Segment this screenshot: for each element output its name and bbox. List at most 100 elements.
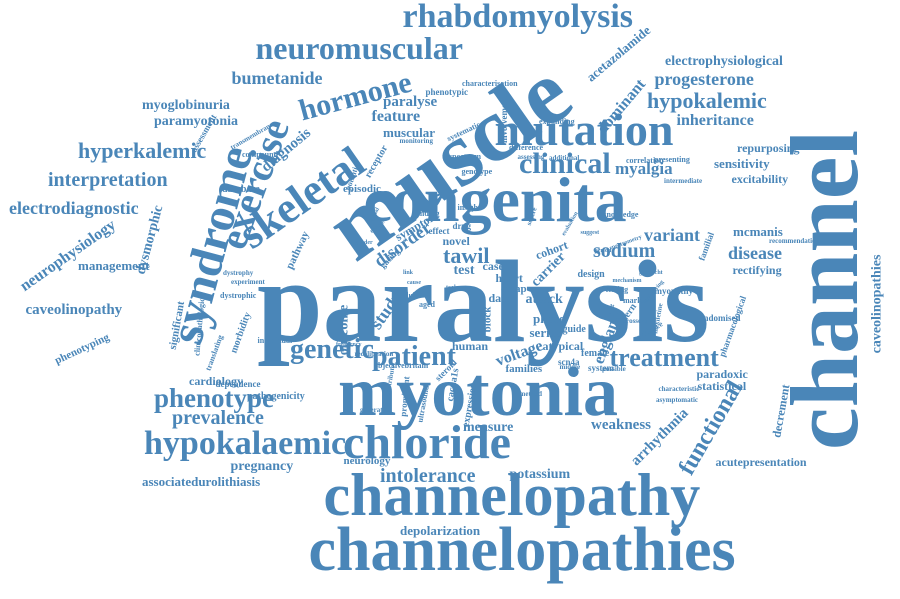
word-126: compound — [242, 151, 278, 159]
word-138: recommendation — [769, 238, 819, 245]
word-175: tool — [446, 285, 456, 291]
word-157: testing — [606, 286, 629, 294]
word-51: excitability — [732, 173, 789, 185]
word-166: result — [598, 304, 615, 311]
word-50: sensitivity — [714, 157, 770, 170]
word-113: involvement — [500, 96, 509, 143]
word-67: statistical — [698, 380, 747, 392]
word-78: novel — [443, 235, 470, 247]
word-125: monitoring — [400, 138, 433, 145]
word-91: guide — [563, 325, 586, 335]
word-23: interpretation — [48, 170, 168, 190]
word-13: neuromuscular — [256, 32, 463, 64]
word-109: individual — [258, 337, 293, 345]
word-121: additional — [549, 155, 579, 162]
word-131: drug — [453, 222, 472, 231]
word-160: intermediate — [664, 178, 702, 185]
word-107: dependence — [216, 380, 261, 389]
word-61: associatedurolithiasis — [142, 475, 260, 488]
word-92: design — [578, 270, 605, 280]
word-172: gender — [355, 240, 373, 246]
word-115: spectrum — [449, 153, 481, 161]
word-152: experiment — [231, 279, 265, 286]
word-87: human — [452, 340, 488, 352]
word-129: insight — [458, 204, 481, 212]
word-122: genotype — [462, 168, 493, 176]
word-58: potassium — [510, 468, 571, 482]
word-159: knowledge — [602, 211, 638, 219]
word-163: mechanism — [613, 278, 642, 284]
word-38: neurophysiology — [17, 217, 118, 295]
word-30: variant — [644, 226, 700, 244]
word-63: neurology — [344, 456, 391, 467]
word-82: phase — [533, 312, 565, 325]
word-36: caveolinopathy — [26, 303, 123, 318]
word-65: pathogenicity — [247, 392, 305, 402]
word-46: inheritance — [677, 113, 754, 129]
word-42: feature — [372, 109, 421, 125]
word-43: paralyse — [383, 95, 437, 110]
word-167: period — [595, 248, 612, 254]
word-57: weakness — [591, 418, 651, 433]
word-174: cause — [407, 280, 421, 286]
word-25: hypokalemic — [647, 90, 767, 112]
word-22: hyperkalemic — [78, 140, 206, 162]
word-24: electrodiagnostic — [9, 199, 139, 217]
word-99: dystrophic — [220, 292, 256, 300]
word-69: acutepresentation — [716, 456, 807, 468]
word-143: recalibration — [355, 351, 394, 358]
word-12: rhabdomyolysis — [403, 0, 634, 34]
word-130: effect — [429, 227, 450, 236]
word-94: female — [581, 349, 609, 359]
word-83: series — [530, 326, 561, 339]
word-33: bumetanide — [232, 69, 323, 87]
word-6: channelopathies — [309, 519, 736, 581]
word-128: finding — [415, 210, 439, 218]
word-108: morbidity — [229, 311, 253, 355]
word-37: caveolinopathies — [870, 255, 884, 354]
word-81: attack — [526, 293, 563, 307]
word-1: channel — [777, 130, 873, 450]
word-76: phenotyping — [53, 332, 111, 367]
word-120: assessing — [518, 154, 545, 161]
word-97: pharmacological — [718, 294, 748, 357]
word-145: generation — [360, 407, 392, 414]
word-77: test — [454, 264, 475, 278]
word-16: hypokalaemic — [144, 427, 346, 461]
word-142: objectivebritain — [374, 362, 428, 370]
word-31: intolerance — [380, 466, 476, 486]
word-84: atypical — [543, 340, 584, 352]
word-118: presenting — [654, 156, 690, 164]
word-148: method — [520, 391, 543, 398]
word-34: myoglobinuria — [142, 99, 230, 113]
word-52: repurposing — [737, 142, 799, 154]
word-161: globalcht — [639, 270, 663, 276]
word-35: paramyotonia — [154, 115, 238, 129]
word-62: depolarization — [400, 524, 480, 537]
word-168: suggest — [581, 230, 600, 236]
word-111: phenotypic — [426, 88, 469, 97]
word-173: link — [403, 270, 413, 276]
word-134: adult — [400, 292, 418, 300]
word-90: cmap — [501, 284, 527, 295]
word-149: possible — [602, 366, 626, 373]
word-158: middle — [560, 364, 581, 371]
word-85: block — [482, 306, 493, 332]
word-112: characterisation — [462, 80, 518, 88]
word-32: prevalence — [172, 408, 264, 428]
word-47: electrophysiological — [665, 55, 783, 69]
word-119: expanding — [539, 118, 575, 126]
word-100: database — [222, 185, 260, 195]
word-29: disease — [728, 244, 782, 262]
word-133: aged — [419, 301, 435, 309]
word-139: characteristic — [659, 386, 700, 393]
word-116: difference — [509, 144, 543, 152]
word-74: families — [506, 364, 543, 375]
word-140: asymptomatic — [656, 397, 698, 404]
word-60: pregnancy — [231, 460, 294, 474]
word-26: progesterone — [655, 70, 754, 88]
word-141: frequency — [336, 342, 362, 348]
word-153: dystrophy — [223, 270, 253, 277]
word-54: rectifying — [733, 264, 782, 276]
